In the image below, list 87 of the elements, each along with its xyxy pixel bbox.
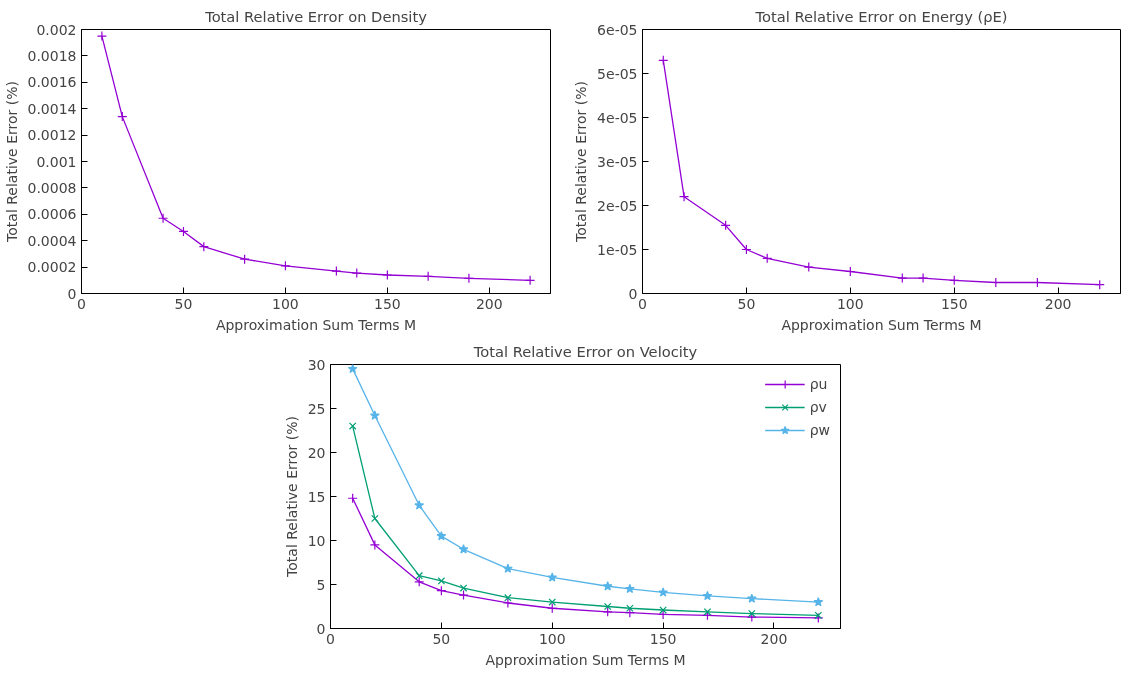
- point: [369, 410, 380, 420]
- x-tick-label: 150: [649, 630, 677, 647]
- point: [624, 583, 635, 594]
- y-tick-label: 0.001: [36, 153, 77, 170]
- point: [502, 597, 513, 609]
- point: [371, 514, 379, 523]
- y-tick-label: 0.0004: [27, 232, 77, 249]
- point: [678, 191, 690, 202]
- y-tick-label: 0.0006: [27, 206, 77, 223]
- y-tick-label: 1e-05: [597, 241, 638, 258]
- point: [382, 269, 393, 281]
- y-tick-label: 6e-05: [597, 21, 638, 38]
- y-axis-title: Total Relative Error (%): [573, 81, 590, 243]
- point: [814, 611, 823, 620]
- x-tick-label: 50: [737, 295, 756, 312]
- x-tick-label: 100: [272, 295, 299, 312]
- x-axis-title: Approximation Sum Terms M: [781, 316, 982, 333]
- x-tick-label: 100: [538, 630, 566, 647]
- point: [803, 262, 814, 273]
- chart-title: Total Relative Error on Energy (ρE): [754, 7, 1008, 25]
- y-tick-label: 0.0018: [27, 47, 77, 64]
- chart-title: Total Relative Error on Density: [204, 7, 428, 25]
- point: [813, 597, 824, 607]
- y-tick-label: 0.0002: [27, 259, 77, 276]
- y-tick-label: 5e-05: [597, 65, 638, 82]
- x-tick-label: 200: [760, 630, 788, 647]
- point: [658, 587, 668, 597]
- chart-title: Total Relative Error on Velocity: [472, 342, 698, 360]
- x-tick-label: 100: [836, 295, 864, 312]
- x-tick-label: 200: [475, 295, 503, 312]
- y-tick-label: 30: [307, 356, 326, 373]
- y-tick-label: 0.0008: [27, 179, 77, 196]
- point: [348, 422, 357, 430]
- y-tick-label: 0.002: [36, 21, 77, 38]
- y-tick-label: 4e-05: [597, 109, 638, 126]
- legend-label: ρw: [809, 422, 830, 438]
- point: [547, 572, 558, 582]
- y-tick-label: 0.0012: [27, 127, 77, 144]
- point: [437, 577, 446, 585]
- point: [436, 531, 447, 541]
- point: [703, 608, 712, 616]
- point: [897, 273, 908, 284]
- point: [458, 544, 469, 554]
- point: [96, 31, 107, 42]
- x-tick-label: 150: [940, 295, 968, 312]
- y-tick-label: 5: [316, 576, 326, 593]
- x-tick-label: 50: [174, 295, 193, 312]
- y-tick-label: 25: [307, 400, 326, 417]
- x-tick-label: 50: [432, 630, 451, 647]
- point: [748, 609, 756, 618]
- point: [603, 602, 612, 611]
- point: [458, 589, 469, 601]
- point: [369, 539, 380, 550]
- x-axis-title: Approximation Sum Terms M: [215, 316, 417, 333]
- y-tick-label: 2e-05: [597, 197, 638, 214]
- y-tick-label: 0.0014: [27, 100, 77, 117]
- point: [626, 604, 634, 613]
- point: [602, 581, 613, 591]
- x-tick-label: 200: [1044, 295, 1072, 312]
- point: [702, 590, 713, 601]
- point: [525, 275, 536, 286]
- point: [917, 273, 929, 284]
- point: [503, 563, 513, 573]
- y-tick-label: 15: [307, 488, 326, 505]
- point: [331, 265, 342, 277]
- y-axis-title: Total Relative Error (%): [3, 81, 20, 243]
- y-tick-label: 0.0016: [27, 74, 77, 91]
- point: [746, 593, 757, 603]
- point: [659, 606, 667, 614]
- point: [459, 584, 468, 592]
- x-axis-title: Approximation Sum Terms M: [485, 651, 686, 668]
- point: [157, 213, 169, 224]
- legend-label: ρu: [809, 376, 829, 392]
- point: [414, 500, 425, 510]
- point: [347, 364, 358, 374]
- y-tick-label: 3e-05: [597, 153, 638, 170]
- y-tick-label: 20: [307, 444, 326, 461]
- point: [415, 571, 423, 580]
- point: [414, 576, 425, 587]
- point: [463, 273, 475, 284]
- x-tick-label: 150: [374, 295, 401, 312]
- point: [548, 598, 557, 606]
- y-tick-label: 10: [307, 532, 326, 549]
- point: [351, 267, 362, 279]
- point: [504, 593, 512, 602]
- y-axis-title: Total Relative Error (%): [283, 416, 300, 578]
- legend-label: ρv: [809, 399, 828, 415]
